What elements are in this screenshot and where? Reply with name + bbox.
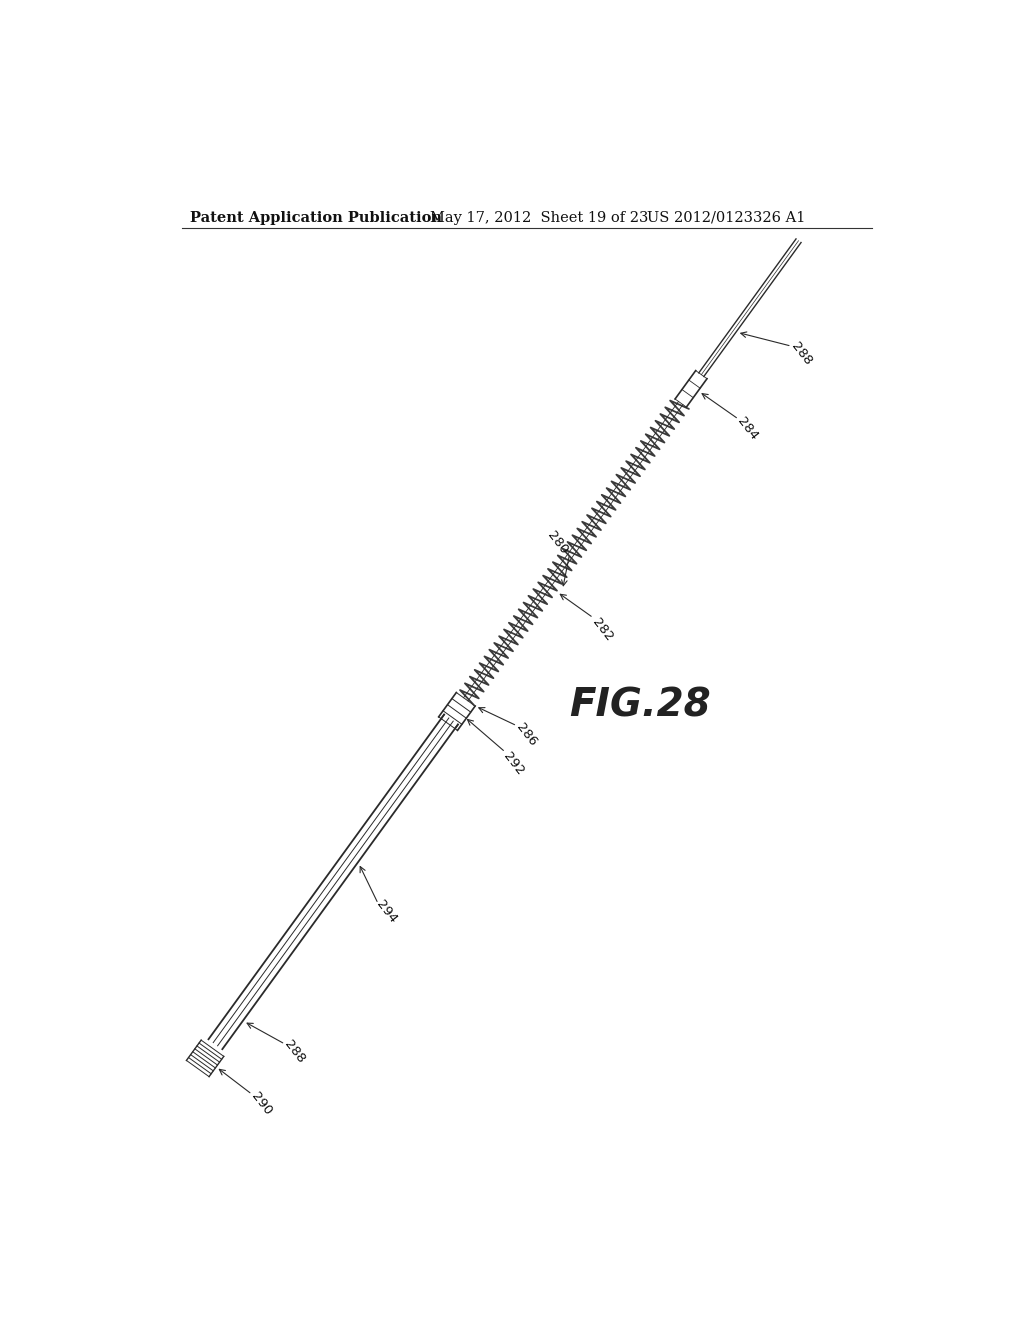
Text: 292: 292 [501, 750, 526, 777]
Text: May 17, 2012  Sheet 19 of 23: May 17, 2012 Sheet 19 of 23 [430, 211, 648, 224]
Text: US 2012/0123326 A1: US 2012/0123326 A1 [647, 211, 806, 224]
Text: Patent Application Publication: Patent Application Publication [190, 211, 442, 224]
Text: 290: 290 [249, 1090, 274, 1118]
Text: 288: 288 [788, 341, 815, 368]
Text: FIG.28: FIG.28 [568, 686, 711, 725]
Text: 286: 286 [513, 721, 540, 748]
Text: 280: 280 [545, 528, 571, 556]
Text: 288: 288 [282, 1038, 307, 1065]
Text: 284: 284 [735, 414, 761, 442]
Text: 282: 282 [590, 615, 615, 643]
Text: 294: 294 [373, 898, 399, 925]
